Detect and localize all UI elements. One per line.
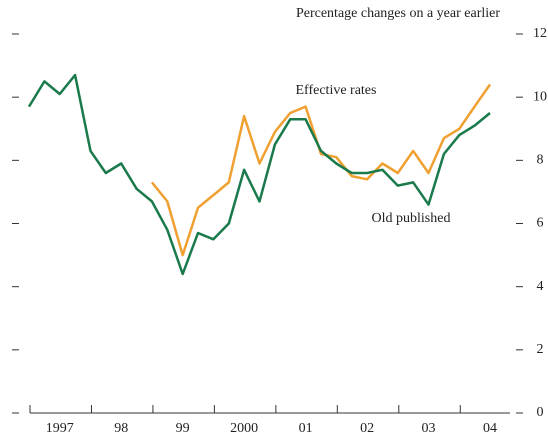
line-series [150,83,492,257]
y-tick-label: 4 [537,279,544,294]
x-tick-label: 01 [299,421,313,434]
x-tick-label: 04 [483,421,497,434]
series-label: Effective rates [296,83,377,98]
subtitle: Percentage changes on a year earlier [296,6,500,21]
y-tick-label: 6 [537,216,544,231]
x-tick-label: 99 [176,421,190,434]
line-series [27,73,491,276]
x-tick-label: 2000 [230,421,258,434]
y-tick-label: 12 [533,26,547,41]
y-tick-label: 2 [537,342,544,357]
series-label: Old published [372,211,451,226]
x-tick-label: 02 [360,421,374,434]
x-tick-label: 1997 [46,421,74,434]
x-tick-label: 98 [114,421,128,434]
y-tick-label: 10 [533,89,547,104]
y-tick-label: 0 [537,405,544,420]
y-tick-label: 8 [537,153,544,168]
x-tick-label: 03 [422,421,436,434]
